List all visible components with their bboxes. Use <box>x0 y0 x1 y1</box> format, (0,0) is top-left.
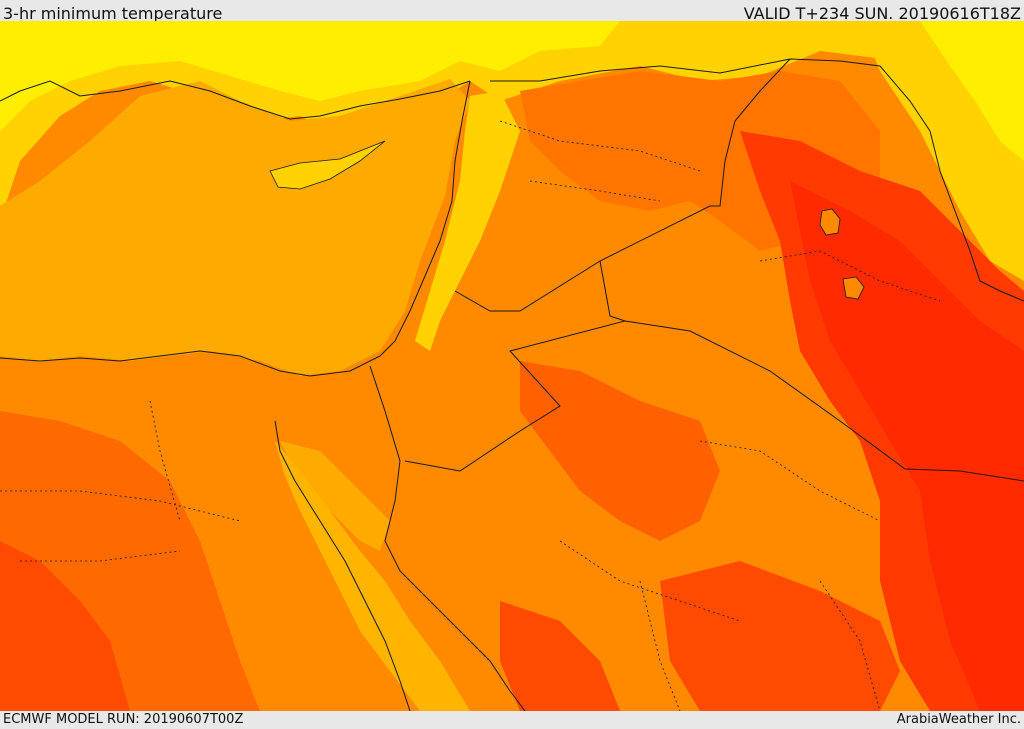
province-lines <box>0 120 941 711</box>
iraq-hot-core <box>790 181 1024 711</box>
temperature-map[interactable] <box>0 21 1024 711</box>
saudi-hot-patch-1 <box>520 361 720 541</box>
red-sea <box>275 441 470 711</box>
egypt-hot-patch <box>0 541 130 711</box>
cool-zone-north-light <box>0 21 620 131</box>
border-iraq-saudi <box>624 320 1024 482</box>
cyprus-island <box>269 140 386 190</box>
map-canvas <box>0 21 1024 711</box>
border-syria-turkey <box>490 58 931 132</box>
footer-bar: ECMWF MODEL RUN: 20190607T00Z ArabiaWeat… <box>0 711 1024 729</box>
header-bar: 3-hr minimum temperature VALID T+234 SUN… <box>0 0 1024 23</box>
levant-cool-strip <box>415 91 520 351</box>
valid-time-label: VALID T+234 SUN. 20190616T18Z <box>743 4 1021 23</box>
model-run-label: ECMWF MODEL RUN: 20190607T00Z <box>3 712 244 727</box>
gulf-of-aqaba <box>369 365 401 462</box>
lake-tharthar <box>819 208 841 236</box>
credit-label[interactable]: ArabiaWeather Inc. <box>896 712 1021 727</box>
border-jordan-saudi <box>404 260 627 472</box>
saudi-hot-patch-2 <box>660 561 900 711</box>
saudi-hot-patch-3 <box>500 601 620 711</box>
mediterranean-sea <box>0 79 470 376</box>
border-syria-iraq <box>454 58 791 312</box>
map-title: 3-hr minimum temperature <box>3 4 223 23</box>
levant-coastline <box>0 80 471 377</box>
red-sea-east-coast <box>384 460 526 711</box>
red-sea-west-coast <box>274 420 411 711</box>
lake-razazah <box>842 276 865 300</box>
turkey-coastline <box>0 80 471 120</box>
border-iran-iraq <box>929 130 1024 302</box>
cool-zone-northeast-light <box>920 21 1024 161</box>
sinai-amber-zone <box>280 441 390 551</box>
